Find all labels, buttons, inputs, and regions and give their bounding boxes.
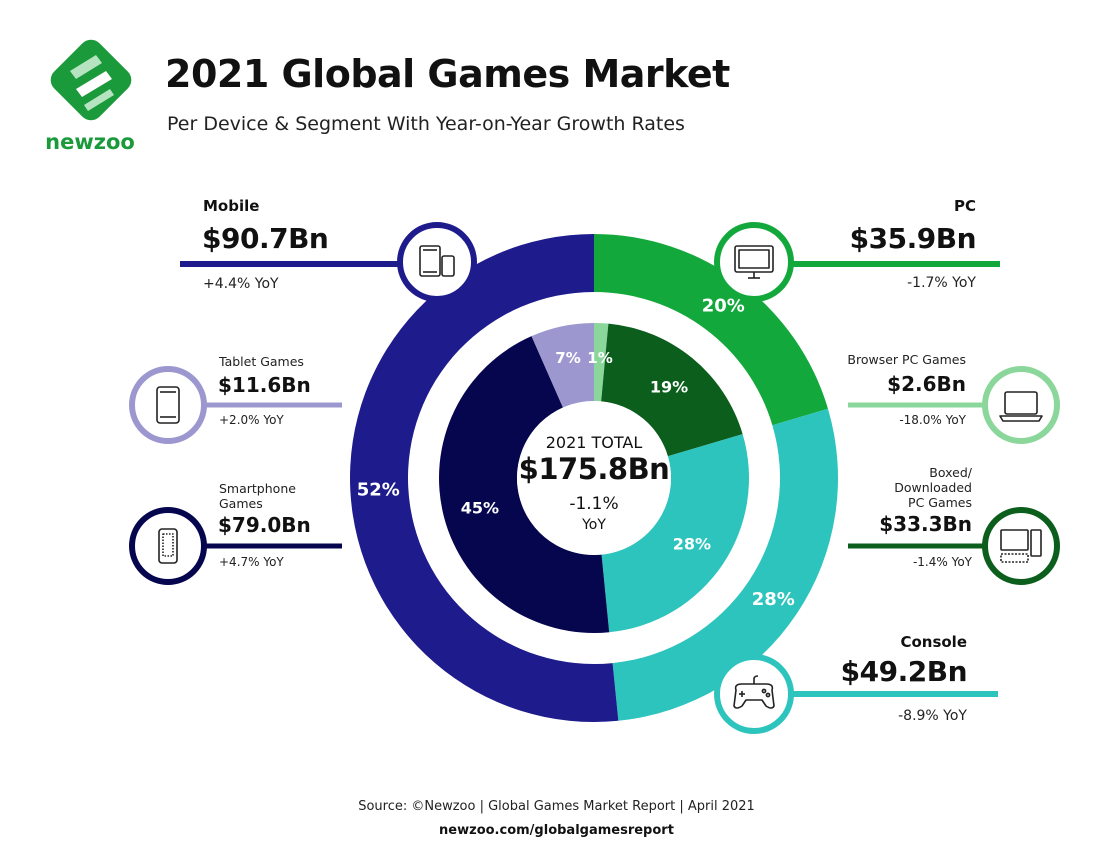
slice-browser-inner (594, 323, 609, 402)
browser-icon (999, 391, 1043, 422)
center-total-value: $175.8Bn (518, 452, 670, 486)
mobile-label: Mobile (203, 197, 260, 215)
console-value: $49.2Bn (840, 655, 968, 688)
pc-icon (734, 245, 774, 279)
boxed-icon (1000, 529, 1042, 563)
pct-label-mobile: 52% (357, 479, 400, 500)
slice-console-inner (601, 434, 749, 633)
center-growth-unit: YoY (582, 517, 606, 533)
console-icon (733, 675, 775, 709)
tablet-badge (129, 366, 207, 444)
boxed-label-line2: Downloaded (894, 480, 972, 495)
slice-boxed-inner (601, 323, 743, 457)
boxed-yoy: -1.4% YoY (912, 555, 972, 569)
logo-wordmark: newzoo (45, 130, 135, 154)
page-subtitle: Per Device & Segment With Year-on-Year G… (167, 113, 685, 135)
slice-smartphone-inner (438, 336, 610, 634)
tablet-yoy: +2.0% YoY (219, 413, 284, 427)
mobile-yoy: +4.4% YoY (203, 276, 279, 292)
mobile-value: $90.7Bn (202, 222, 329, 255)
smartphone-label-line2: Games (219, 496, 263, 511)
pc-yoy: -1.7% YoY (907, 275, 976, 291)
pct-label-console: 28% (673, 535, 711, 554)
browser-yoy: -18.0% YoY (899, 413, 966, 427)
pct-label-boxed: 19% (650, 378, 688, 397)
pct-label-pc: 20% (702, 295, 745, 316)
tablet-value: $11.6Bn (218, 373, 311, 397)
browser-label: Browser PC Games (847, 352, 966, 367)
slice-tablet-inner (531, 323, 594, 408)
pc-label: PC (953, 197, 976, 215)
boxed-value: $33.3Bn (879, 512, 972, 536)
center-total-label: 2021 TOTAL (545, 433, 643, 452)
smartphone-value: $79.0Bn (218, 513, 311, 537)
slice-pc-outer (594, 234, 828, 426)
center-growth: -1.1% (569, 494, 619, 514)
tablet-icon (156, 386, 180, 424)
smartphone-badge (129, 507, 207, 585)
smartphone-icon (158, 528, 178, 564)
console-label: Console (900, 633, 967, 651)
smartphone-yoy: +4.7% YoY (219, 555, 284, 569)
slice-mobile-outer (349, 234, 619, 722)
pct-label-console: 28% (752, 589, 795, 610)
pc-value: $35.9Bn (849, 222, 977, 255)
browser-value: $2.6Bn (887, 372, 966, 396)
footer-source: Source: ©Newzoo | Global Games Market Re… (358, 799, 755, 814)
mobile-badge (397, 222, 477, 302)
mobile-icon (419, 245, 455, 277)
page-title: 2021 Global Games Market (165, 52, 730, 96)
console-yoy: -8.9% YoY (898, 708, 967, 724)
pc-badge (714, 222, 794, 302)
newzoo-logo (50, 39, 132, 121)
pct-label-browser: 1% (587, 349, 612, 367)
pct-label-smartphone: 45% (461, 499, 499, 518)
smartphone-label-line1: Smartphone (219, 481, 296, 496)
boxed-label-line3: PC Games (908, 495, 972, 510)
console-badge (714, 654, 794, 734)
pct-label-tablet: 7% (555, 349, 580, 367)
footer-url: newzoo.com/globalgamesreport (439, 823, 674, 838)
tablet-label: Tablet Games (219, 354, 304, 369)
slice-console-outer (612, 408, 838, 721)
boxed-badge (982, 507, 1060, 585)
boxed-label-line1: Boxed/ (929, 465, 972, 480)
browser-badge (982, 366, 1060, 444)
